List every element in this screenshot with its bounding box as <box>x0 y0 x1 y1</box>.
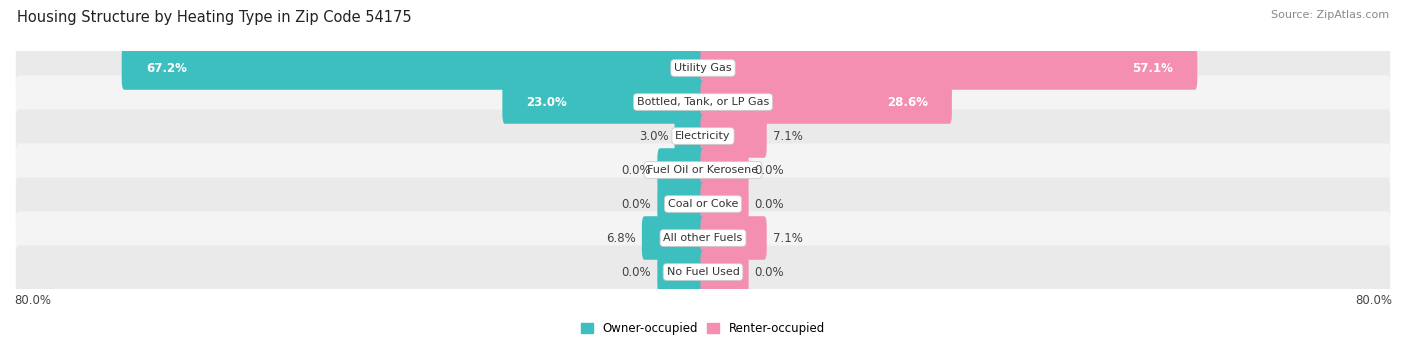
Text: No Fuel Used: No Fuel Used <box>666 267 740 277</box>
FancyBboxPatch shape <box>658 148 706 192</box>
Text: Utility Gas: Utility Gas <box>675 63 731 73</box>
Text: Housing Structure by Heating Type in Zip Code 54175: Housing Structure by Heating Type in Zip… <box>17 10 412 25</box>
Text: Coal or Coke: Coal or Coke <box>668 199 738 209</box>
Text: 7.1%: 7.1% <box>773 232 803 244</box>
Text: 67.2%: 67.2% <box>146 62 187 74</box>
Text: 28.6%: 28.6% <box>887 96 928 108</box>
Text: 6.8%: 6.8% <box>606 232 636 244</box>
Text: 80.0%: 80.0% <box>1355 294 1392 307</box>
Text: 0.0%: 0.0% <box>755 198 785 210</box>
FancyBboxPatch shape <box>643 216 706 260</box>
FancyBboxPatch shape <box>122 46 706 90</box>
Text: 23.0%: 23.0% <box>526 96 567 108</box>
FancyBboxPatch shape <box>15 41 1391 95</box>
Legend: Owner-occupied, Renter-occupied: Owner-occupied, Renter-occupied <box>581 322 825 336</box>
Text: 3.0%: 3.0% <box>638 130 669 142</box>
FancyBboxPatch shape <box>502 80 706 124</box>
Text: All other Fuels: All other Fuels <box>664 233 742 243</box>
Text: 57.1%: 57.1% <box>1132 62 1173 74</box>
FancyBboxPatch shape <box>15 109 1391 163</box>
FancyBboxPatch shape <box>700 182 748 226</box>
FancyBboxPatch shape <box>15 245 1391 299</box>
FancyBboxPatch shape <box>658 182 706 226</box>
FancyBboxPatch shape <box>15 75 1391 129</box>
FancyBboxPatch shape <box>700 250 748 294</box>
FancyBboxPatch shape <box>700 216 766 260</box>
Text: 0.0%: 0.0% <box>755 266 785 278</box>
Text: Electricity: Electricity <box>675 131 731 141</box>
FancyBboxPatch shape <box>15 211 1391 265</box>
Text: 0.0%: 0.0% <box>755 164 785 176</box>
Text: 0.0%: 0.0% <box>621 164 651 176</box>
Text: 0.0%: 0.0% <box>621 266 651 278</box>
FancyBboxPatch shape <box>700 114 766 158</box>
FancyBboxPatch shape <box>15 143 1391 197</box>
Text: Bottled, Tank, or LP Gas: Bottled, Tank, or LP Gas <box>637 97 769 107</box>
Text: Fuel Oil or Kerosene: Fuel Oil or Kerosene <box>647 165 759 175</box>
FancyBboxPatch shape <box>700 46 1198 90</box>
Text: 0.0%: 0.0% <box>621 198 651 210</box>
FancyBboxPatch shape <box>658 250 706 294</box>
Text: 7.1%: 7.1% <box>773 130 803 142</box>
FancyBboxPatch shape <box>675 114 706 158</box>
Text: 80.0%: 80.0% <box>14 294 51 307</box>
FancyBboxPatch shape <box>700 148 748 192</box>
Text: Source: ZipAtlas.com: Source: ZipAtlas.com <box>1271 10 1389 20</box>
FancyBboxPatch shape <box>700 80 952 124</box>
FancyBboxPatch shape <box>15 177 1391 231</box>
